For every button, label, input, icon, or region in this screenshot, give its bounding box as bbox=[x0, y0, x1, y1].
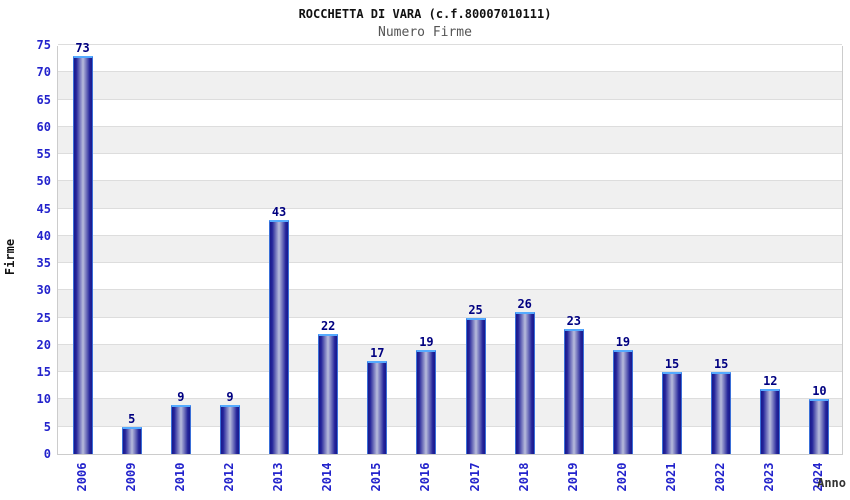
x-tick-label: 2016 bbox=[418, 462, 433, 492]
x-tick-label: 2021 bbox=[664, 462, 679, 492]
y-tick-label: 75 bbox=[36, 38, 51, 52]
plot-band bbox=[58, 72, 842, 100]
bar-value-label: 19 bbox=[419, 335, 434, 350]
bar-value-label: 73 bbox=[75, 40, 90, 55]
gridline bbox=[58, 343, 842, 345]
x-tick-label: 2009 bbox=[123, 462, 138, 492]
x-tick-label: 2010 bbox=[172, 462, 187, 492]
bar bbox=[760, 388, 781, 454]
chart-title: ROCCHETTA DI VARA (c.f.80007010111) bbox=[298, 7, 552, 21]
x-tick-label: 2018 bbox=[516, 462, 531, 492]
plot-band bbox=[58, 317, 842, 345]
bar bbox=[711, 372, 732, 454]
x-tick-label: 2019 bbox=[565, 462, 580, 492]
plot-band bbox=[58, 181, 842, 209]
bar-value-label: 17 bbox=[370, 346, 385, 361]
plot-area: 73 5 9 9 43 22 17 19 25 26 23 19 15 15 12 10 bbox=[57, 41, 843, 455]
plot-band bbox=[58, 344, 842, 373]
x-tick-label: 2017 bbox=[467, 462, 482, 492]
plot-band bbox=[58, 290, 842, 318]
plot-band bbox=[58, 263, 842, 291]
plot-band bbox=[58, 154, 842, 182]
y-tick-label: 50 bbox=[36, 174, 51, 189]
chart-subtitle: Numero Firme bbox=[378, 25, 472, 40]
gridline bbox=[58, 289, 842, 291]
gridline bbox=[58, 262, 842, 264]
gridline bbox=[58, 180, 842, 182]
x-tick-label: 2006 bbox=[74, 462, 89, 492]
bar bbox=[170, 404, 191, 454]
bar bbox=[219, 404, 240, 454]
y-tick-label: 70 bbox=[36, 65, 51, 80]
bar-value-label: 25 bbox=[468, 302, 483, 317]
bar bbox=[809, 399, 830, 454]
gridline bbox=[58, 207, 842, 209]
x-tick-label: 2015 bbox=[369, 462, 384, 492]
bar bbox=[514, 312, 535, 454]
bar bbox=[416, 350, 437, 454]
plot-band bbox=[58, 126, 842, 155]
plot-band bbox=[58, 99, 842, 127]
bar-value-label: 15 bbox=[713, 357, 729, 372]
y-tick-label: 35 bbox=[36, 256, 51, 271]
bar bbox=[612, 350, 633, 454]
bar-value-label: 9 bbox=[226, 389, 234, 404]
bar bbox=[72, 55, 93, 454]
y-tick-label: 10 bbox=[36, 392, 51, 407]
x-tick-label: 2012 bbox=[221, 462, 236, 492]
y-tick-label: 20 bbox=[36, 337, 51, 352]
plot-band bbox=[58, 45, 842, 73]
y-tick-label: 55 bbox=[36, 147, 51, 162]
y-tick-label: 45 bbox=[36, 201, 51, 216]
gridline bbox=[58, 316, 842, 318]
y-tick-label: 65 bbox=[36, 92, 51, 107]
bar bbox=[318, 334, 339, 454]
gridline bbox=[58, 371, 842, 373]
bar-value-label: 9 bbox=[177, 389, 185, 404]
bar-value-label: 19 bbox=[615, 335, 631, 350]
bar bbox=[662, 372, 683, 454]
bar bbox=[367, 361, 388, 454]
y-tick-label: 5 bbox=[43, 419, 51, 434]
gridline bbox=[58, 425, 842, 427]
x-tick-label: 2013 bbox=[271, 462, 286, 492]
bar-value-label: 15 bbox=[664, 357, 680, 372]
gridline bbox=[58, 398, 842, 400]
x-tick-label: 2023 bbox=[762, 462, 777, 492]
bar-value-label: 26 bbox=[517, 297, 532, 312]
x-axis-title: Anno bbox=[817, 476, 846, 490]
bar-value-label: 43 bbox=[271, 204, 287, 219]
bar bbox=[465, 317, 486, 454]
y-tick-label: 15 bbox=[36, 365, 51, 380]
gridline bbox=[58, 125, 842, 127]
y-tick-label: 30 bbox=[36, 283, 51, 298]
bar-value-label: 23 bbox=[566, 313, 582, 328]
x-tick-label: 2020 bbox=[614, 462, 629, 492]
bar-value-label: 22 bbox=[320, 319, 336, 334]
y-tick-label: 25 bbox=[36, 310, 51, 325]
plot-band bbox=[58, 208, 842, 236]
gridline bbox=[58, 71, 842, 73]
y-tick-label: 40 bbox=[36, 228, 51, 243]
bar-value-label: 5 bbox=[128, 411, 136, 426]
bar-value-label: 12 bbox=[763, 373, 778, 388]
y-tick-label: 60 bbox=[36, 119, 51, 134]
plot-band bbox=[58, 235, 842, 264]
gridline bbox=[58, 234, 842, 236]
gridline bbox=[58, 98, 842, 100]
bar-value-label: 10 bbox=[812, 384, 827, 399]
x-tick-label: 2022 bbox=[713, 462, 728, 492]
bar bbox=[563, 328, 584, 454]
gridline bbox=[58, 153, 842, 155]
bar bbox=[121, 426, 142, 454]
gridline bbox=[58, 44, 842, 45]
x-tick-label: 2014 bbox=[320, 462, 335, 492]
y-tick-label: 0 bbox=[43, 447, 51, 461]
bar bbox=[269, 219, 290, 454]
